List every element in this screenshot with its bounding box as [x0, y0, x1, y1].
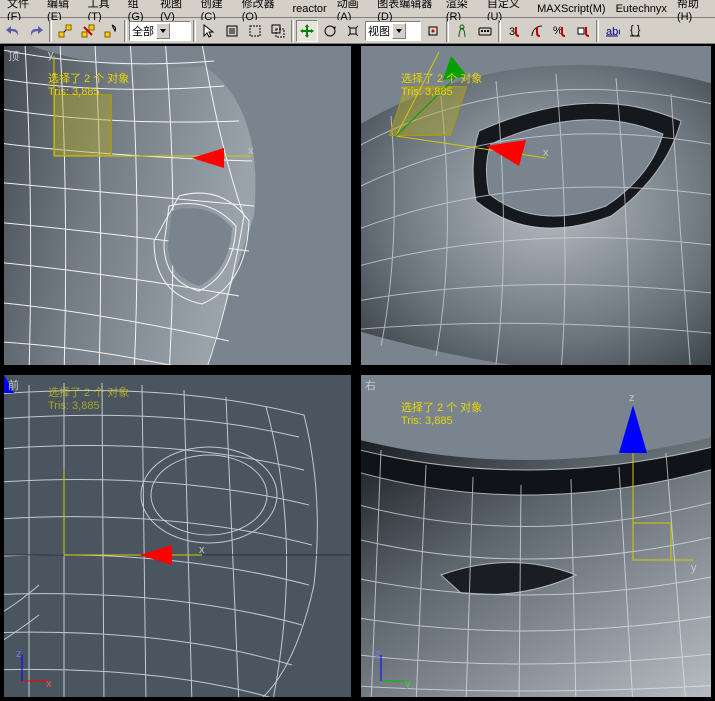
- named-selection-button[interactable]: abc: [601, 20, 623, 42]
- percent-snap-button[interactable]: %: [549, 20, 571, 42]
- svg-text:3: 3: [509, 26, 515, 38]
- toolbar-separator: [193, 20, 196, 42]
- menu-help[interactable]: 帮助(H): [672, 0, 713, 24]
- axis-tripod: x z: [14, 649, 54, 689]
- svg-text:x: x: [46, 678, 52, 689]
- svg-text:x: x: [248, 145, 254, 157]
- bind-spacewarp-button[interactable]: [100, 20, 122, 42]
- toolbar-separator: [596, 20, 599, 42]
- toolbar-separator: [49, 20, 52, 42]
- select-button[interactable]: [198, 20, 220, 42]
- select-by-name-button[interactable]: [221, 20, 243, 42]
- svg-text:z: z: [16, 649, 22, 660]
- toolbar-separator: [498, 20, 501, 42]
- toolbar-separator: [291, 20, 294, 42]
- svg-text:{ }: { }: [630, 24, 641, 36]
- rotate-button[interactable]: [319, 20, 341, 42]
- unlink-button[interactable]: [77, 20, 99, 42]
- move-button[interactable]: [296, 20, 318, 42]
- menubar: 文件(F) 编辑(E) 工具(T) 组(G) 视图(V) 创建(C) 修改器(O…: [0, 0, 715, 18]
- dropdown-arrow-icon[interactable]: [392, 23, 406, 39]
- viewport-front[interactable]: 前 选择了 2 个 对象 Tris: 3,885: [2, 373, 353, 699]
- angle-snap-button[interactable]: [526, 20, 548, 42]
- viewport-label: 顶: [8, 48, 19, 64]
- svg-text:x: x: [199, 544, 205, 556]
- selection-info: 选择了 2 个 对象 Tris: 3,885: [48, 73, 129, 99]
- svg-text:x: x: [543, 147, 549, 159]
- svg-text:y: y: [405, 678, 411, 689]
- viewport-label: 前: [8, 377, 19, 393]
- keyboard-shortcut-button[interactable]: [474, 20, 496, 42]
- undo-button[interactable]: [2, 20, 24, 42]
- selection-filter-value: 全部: [132, 23, 154, 39]
- menu-maxscript[interactable]: MAXScript(M): [532, 2, 610, 16]
- svg-text:y: y: [48, 49, 54, 61]
- toolbar-separator: [446, 20, 449, 42]
- redo-button[interactable]: [25, 20, 47, 42]
- viewport-area: 顶 选择了 2 个 对象 Tris: 3,885: [0, 44, 715, 701]
- spinner-snap-button[interactable]: [572, 20, 594, 42]
- viewport-perspective[interactable]: 选择了 2 个 对象 Tris: 3,885: [359, 44, 713, 367]
- gizmo-front[interactable]: x: [4, 375, 353, 699]
- link-button[interactable]: [54, 20, 76, 42]
- viewport-right[interactable]: 右 选择了 2 个 对象 Tris: 3,885: [359, 373, 713, 699]
- main-toolbar: 全部 视图 3 % abc { }: [0, 18, 715, 44]
- svg-text:y: y: [691, 562, 697, 574]
- manipulate-button[interactable]: [451, 20, 473, 42]
- dropdown-arrow-icon[interactable]: [156, 23, 170, 39]
- svg-text:z: z: [629, 392, 635, 404]
- selection-info: 选择了 2 个 对象 Tris: 3,885: [401, 402, 482, 428]
- selection-info: 选择了 2 个 对象 Tris: 3,885: [401, 73, 482, 99]
- menu-reactor[interactable]: reactor: [287, 2, 331, 16]
- window-crossing-button[interactable]: [267, 20, 289, 42]
- menu-eutechnyx[interactable]: Eutechnyx: [611, 2, 672, 16]
- svg-text:z: z: [375, 649, 381, 660]
- toolbar-separator: [124, 20, 127, 42]
- ref-coord-combo[interactable]: 视图: [365, 21, 421, 41]
- selection-set-button[interactable]: { }: [624, 20, 646, 42]
- viewport-label: 右: [365, 377, 376, 393]
- selection-filter-combo[interactable]: 全部: [129, 21, 191, 41]
- select-region-button[interactable]: [244, 20, 266, 42]
- axis-tripod: y z: [373, 649, 413, 689]
- snap-toggle-button[interactable]: 3: [503, 20, 525, 42]
- selection-info: 选择了 2 个 对象 Tris: 3,885: [48, 387, 129, 413]
- viewport-top[interactable]: 顶 选择了 2 个 对象 Tris: 3,885: [2, 44, 353, 367]
- pivot-center-button[interactable]: [422, 20, 444, 42]
- ref-coord-value: 视图: [368, 23, 390, 39]
- scale-button[interactable]: [342, 20, 364, 42]
